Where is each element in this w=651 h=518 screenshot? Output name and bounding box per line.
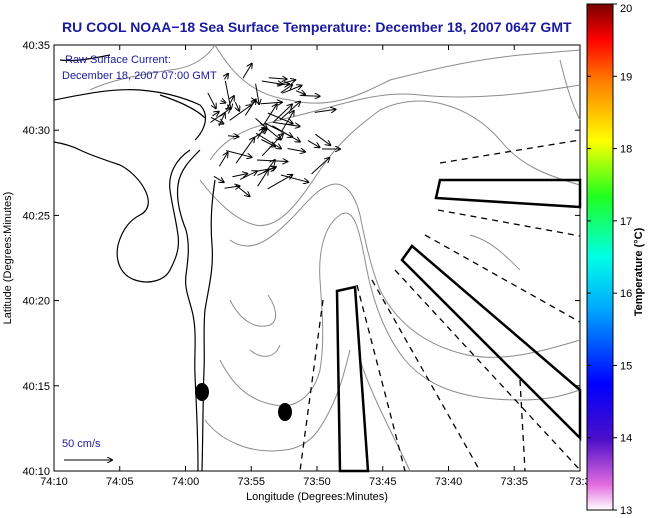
current-vector-icon xyxy=(255,132,281,148)
current-vector-icon xyxy=(210,116,224,123)
colorbar-tick-label: 19 xyxy=(620,71,632,83)
colorbar-ticks: 20 19 18 17 16 15 14 13 xyxy=(587,3,632,517)
current-vector-icon xyxy=(280,174,308,182)
radar-beams xyxy=(299,139,581,472)
current-vector-icon xyxy=(261,134,283,157)
current-vector-icon xyxy=(239,171,257,180)
current-vector-icon xyxy=(295,91,305,95)
colorbar-tick-label: 18 xyxy=(620,144,632,156)
current-vector-icon xyxy=(315,133,330,145)
current-label: Raw Surface Current: xyxy=(65,54,171,66)
current-vector-icon xyxy=(287,149,306,152)
current-vector-icon xyxy=(267,112,293,124)
current-vector-icon xyxy=(300,96,320,97)
current-vector-icon xyxy=(242,64,252,79)
colorbar-tick-label: 17 xyxy=(620,216,632,228)
map-title: RU COOL NOAA−18 Sea Surface Temperature:… xyxy=(62,19,572,35)
colorbar-gradient xyxy=(586,3,614,511)
current-vector-icon xyxy=(280,85,292,94)
current-vector-icon xyxy=(235,101,239,111)
colorbar-tick-label: 16 xyxy=(620,288,632,300)
current-vector-icon xyxy=(255,118,267,128)
station-marker-2 xyxy=(278,403,292,421)
current-vector-icon xyxy=(207,92,216,109)
x-tick-label: 74:10 xyxy=(40,476,68,488)
current-vector-icon xyxy=(221,101,226,103)
current-vector-icon xyxy=(265,123,293,137)
y-tick-label: 40:15 xyxy=(22,381,50,393)
current-vector-icon xyxy=(257,128,264,139)
map-plot: 50 cm/s Raw Surface Current: December 18… xyxy=(53,44,582,473)
coastline xyxy=(53,54,216,472)
surface-current-vectors xyxy=(207,64,340,197)
plot-frame xyxy=(53,44,581,472)
x-axis-label: Longitude (Degrees:Minutes) xyxy=(246,491,388,503)
current-vector-icon xyxy=(280,111,294,133)
y-axis-label: Latitude (Degrees:Minutes) xyxy=(2,192,14,325)
x-tick-label: 73:45 xyxy=(369,476,397,488)
current-vector-icon xyxy=(307,139,320,147)
y-tick-label: 40:30 xyxy=(22,125,50,137)
current-vector-icon xyxy=(227,136,238,137)
x-tick-label: 73:40 xyxy=(435,476,463,488)
corridors xyxy=(335,178,582,473)
y-axis-ticks: 40:35 40:30 40:25 40:20 40:15 40:10 xyxy=(22,40,580,478)
current-vector-icon xyxy=(314,109,336,112)
current-vector-icon xyxy=(225,96,234,111)
x-tick-label: 73:35 xyxy=(500,476,528,488)
current-vector-icon xyxy=(235,184,250,196)
current-vector-icon xyxy=(260,102,282,104)
current-vector-icon xyxy=(213,175,224,182)
current-vector-icon xyxy=(267,175,293,190)
x-tick-label: 74:00 xyxy=(172,476,200,488)
x-tick-label: 73:55 xyxy=(237,476,265,488)
bathymetry-contours xyxy=(89,44,581,472)
y-tick-label: 40:20 xyxy=(22,296,50,308)
current-vector-icon xyxy=(257,170,268,187)
current-vector-icon xyxy=(273,104,292,122)
current-vector-icon xyxy=(212,112,218,116)
current-vector-icon xyxy=(261,80,283,84)
current-vector-icon xyxy=(256,160,287,162)
y-tick-label: 40:10 xyxy=(22,466,50,478)
y-tick-label: 40:25 xyxy=(22,210,50,222)
x-tick-label: 73:3 xyxy=(569,476,590,488)
x-tick-label: 73:50 xyxy=(303,476,331,488)
current-vector-icon xyxy=(255,83,260,104)
station-marker-1 xyxy=(195,383,209,401)
colorbar-tick-label: 20 xyxy=(620,3,632,15)
current-vector-icon xyxy=(279,102,300,121)
current-vector-icon xyxy=(311,158,330,175)
y-tick-label: 40:35 xyxy=(22,40,50,52)
current-vector-icon xyxy=(225,150,252,158)
current-vector-icon xyxy=(224,74,228,79)
colorbar-tick-label: 14 xyxy=(620,433,632,445)
current-vector-icon xyxy=(268,78,287,79)
scale-label: 50 cm/s xyxy=(62,438,101,450)
current-time: December 18, 2007 07:00 GMT xyxy=(62,70,217,82)
colorbar-tick-label: 13 xyxy=(620,505,632,517)
colorbar: 20 19 18 17 16 15 14 13 Temperature (°C) xyxy=(586,3,645,517)
current-vector-icon xyxy=(262,104,277,127)
colorbar-label: Temperature (°C) xyxy=(633,227,645,316)
x-tick-label: 74:05 xyxy=(106,476,134,488)
x-axis-ticks: 74:10 74:05 74:00 73:55 73:50 73:45 73:40 73:35… xyxy=(40,45,591,488)
current-vector-icon xyxy=(235,138,254,164)
current-vector-icon xyxy=(252,101,256,102)
current-vector-icon xyxy=(229,105,251,121)
current-vector-icon xyxy=(261,139,275,147)
colorbar-tick-label: 15 xyxy=(620,360,632,372)
current-vector-icon xyxy=(218,153,227,167)
current-vector-icon xyxy=(232,174,247,177)
